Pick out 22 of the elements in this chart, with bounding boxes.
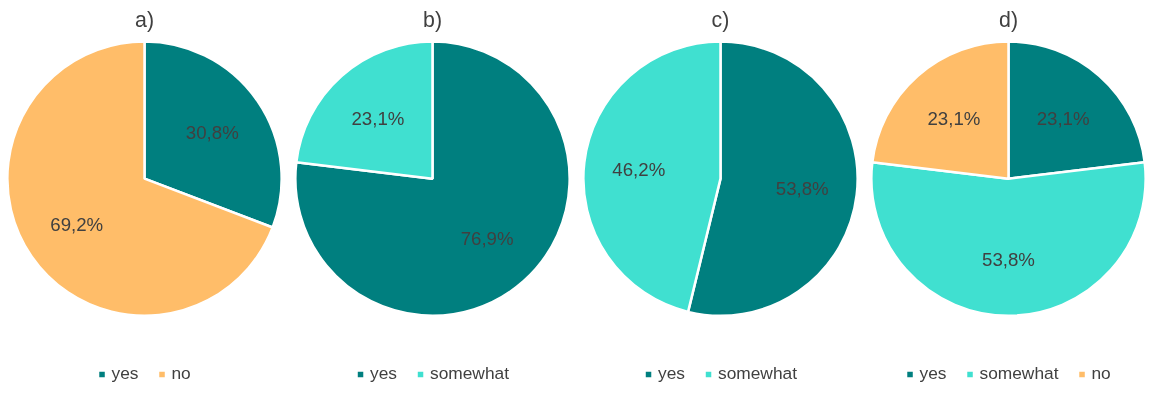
chart-title: a) (135, 7, 154, 32)
data-label: 30,8% (185, 122, 239, 144)
data-label: 23,1% (1036, 107, 1090, 129)
data-label: 53,8% (982, 248, 1035, 270)
legend-label: yes (658, 363, 685, 384)
legend-label: somewhat (979, 363, 1059, 384)
chart-title: d) (999, 7, 1018, 32)
data-label: 23,1% (351, 107, 405, 129)
data-label: 69,2% (50, 213, 104, 235)
data-label: 76,9% (460, 228, 514, 250)
chart-title: b) (423, 7, 442, 32)
data-label: 46,2% (612, 158, 666, 180)
legend-label: somewhat (717, 363, 797, 384)
legend-label: yes (111, 363, 139, 384)
data-label: 23,1% (927, 107, 981, 129)
legend-label: yes (919, 363, 947, 384)
legend-label: yes (370, 363, 397, 384)
data-label: 53,8% (775, 177, 829, 199)
chart-title: c) (711, 7, 730, 32)
legend-label: no (1091, 363, 1112, 384)
legend-label: no (171, 363, 192, 384)
legend-label: somewhat (429, 363, 509, 384)
